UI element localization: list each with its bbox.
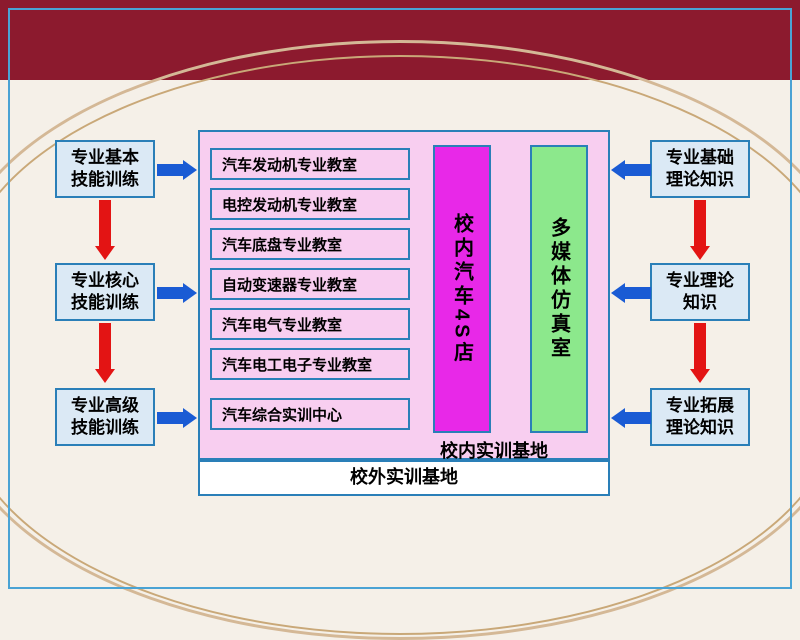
label-outside-box: 校外实训基地 <box>198 460 610 496</box>
arrow-l2 <box>157 283 197 303</box>
left-node-3: 专业高级技能训练 <box>55 388 155 446</box>
right-node-1: 专业基础理论知识 <box>650 140 750 198</box>
right-node-3: 专业拓展理论知识 <box>650 388 750 446</box>
room-5: 汽车电气专业教室 <box>210 308 410 340</box>
left-node-1: 专业基本技能训练 <box>55 140 155 198</box>
vbox-media: 多媒体仿真室 <box>530 145 588 433</box>
arrow-r2 <box>611 283 651 303</box>
arrow-ld2 <box>95 323 115 383</box>
arrow-r1 <box>611 160 651 180</box>
arrow-l1 <box>157 160 197 180</box>
arrow-ld1 <box>95 200 115 260</box>
room-1: 汽车发动机专业教室 <box>210 148 410 180</box>
arrow-rd1 <box>690 200 710 260</box>
room-4: 自动变速器专业教室 <box>210 268 410 300</box>
arrow-rd2 <box>690 323 710 383</box>
left-node-2: 专业核心技能训练 <box>55 263 155 321</box>
room-2: 电控发动机专业教室 <box>210 188 410 220</box>
arrow-r3 <box>611 408 651 428</box>
arrow-l3 <box>157 408 197 428</box>
right-node-2: 专业理论知识 <box>650 263 750 321</box>
room-6: 汽车电工电子专业教室 <box>210 348 410 380</box>
room-3: 汽车底盘专业教室 <box>210 228 410 260</box>
room-center-bottom: 汽车综合实训中心 <box>210 398 410 430</box>
vbox-4s: 校内汽车4S店 <box>433 145 491 433</box>
